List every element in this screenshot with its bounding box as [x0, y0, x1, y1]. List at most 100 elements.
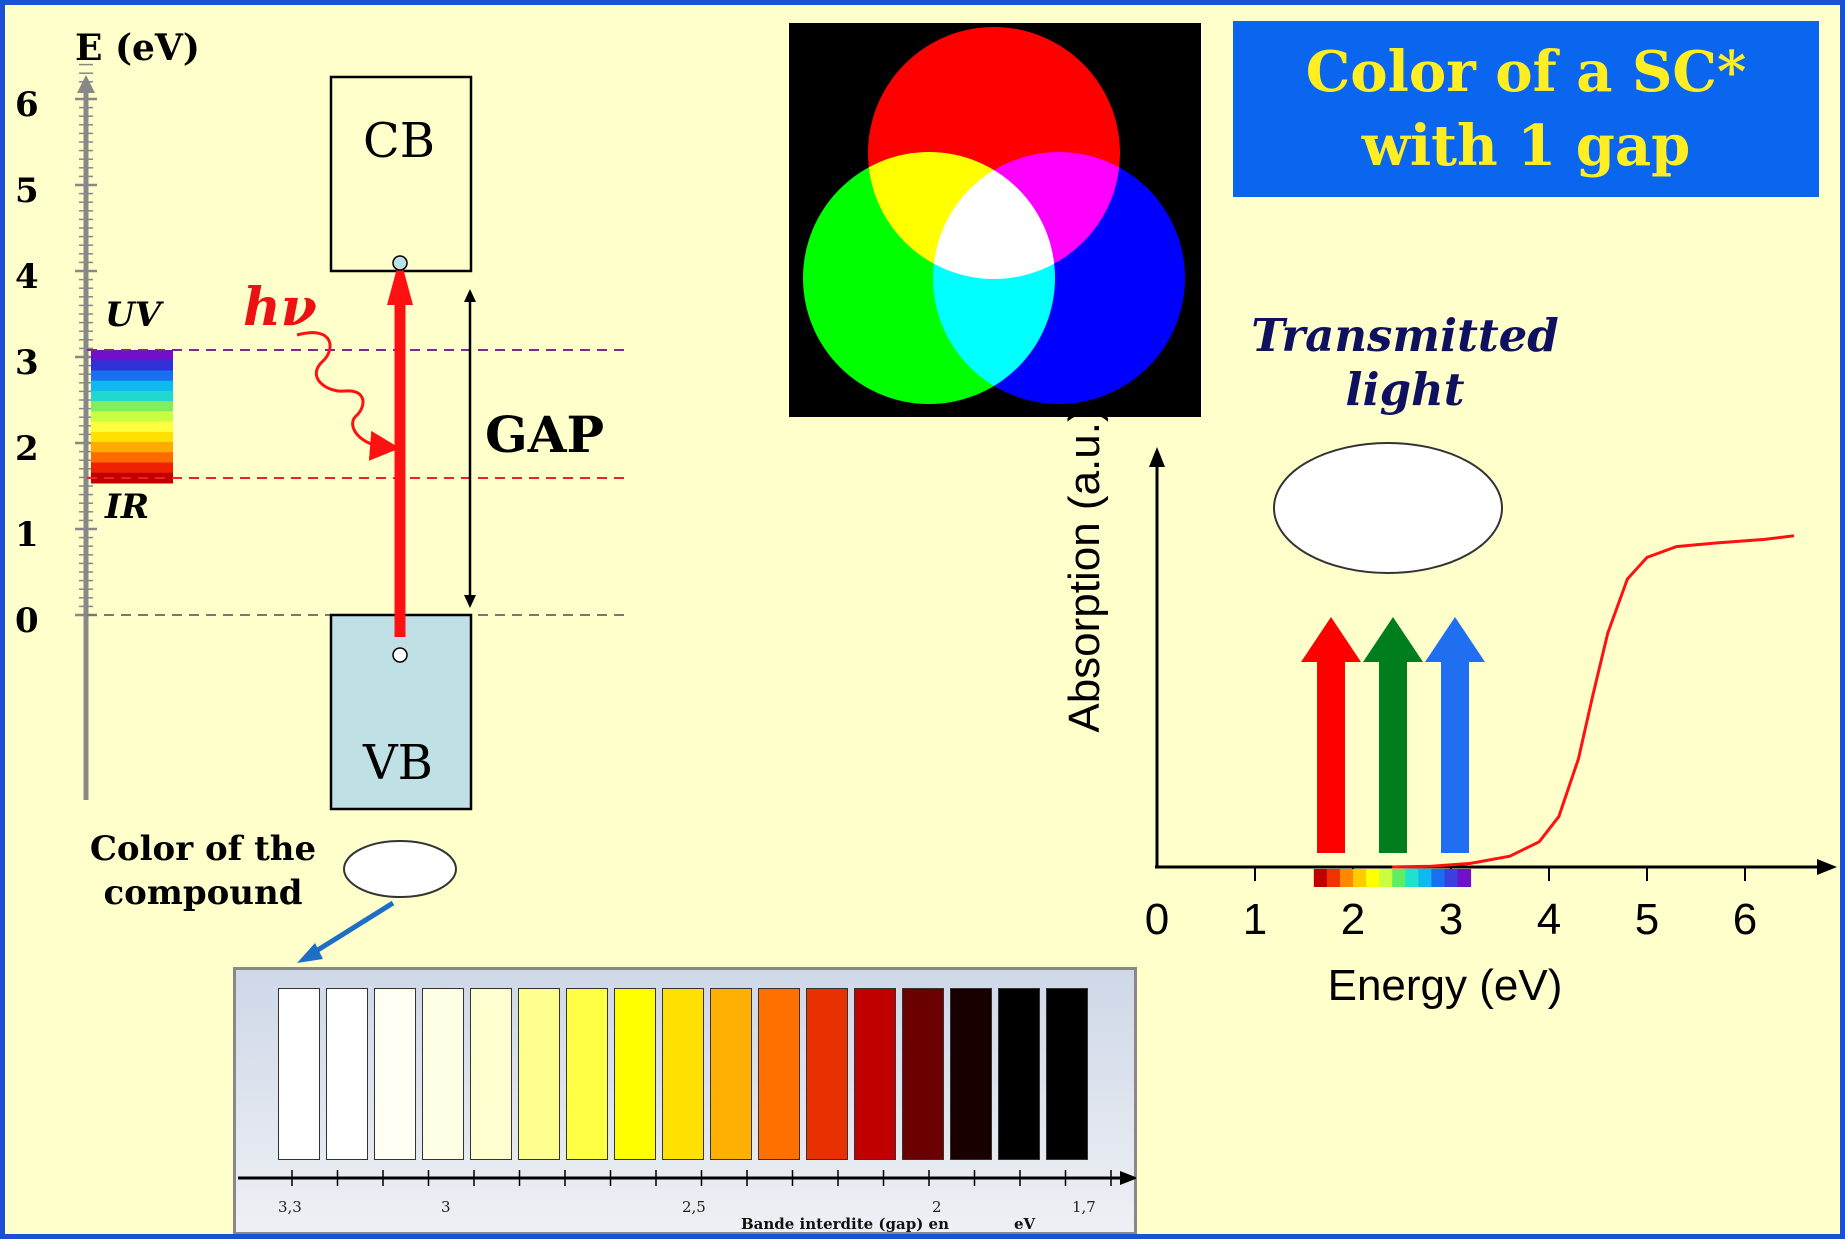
compound-pointer-arrowhead [297, 943, 323, 963]
color-swatch [902, 988, 944, 1160]
color-swatch [326, 988, 368, 1160]
swatch-tick-2: 2 [932, 1198, 942, 1216]
abs-spectrum-cell [1444, 869, 1459, 887]
energy-axis-title: E (eV) [75, 27, 200, 69]
color-swatch [614, 988, 656, 1160]
color-swatch [854, 988, 896, 1160]
ir-label: IR [105, 487, 150, 527]
energy-tick-2: 2 [15, 429, 39, 469]
gap-arrowhead-top [464, 289, 476, 302]
hole-circle [392, 647, 408, 663]
absorption-curve [1392, 534, 1795, 869]
compound-label-line2: compound [103, 873, 303, 913]
color-swatch [806, 988, 848, 1160]
spectrum-stripe [91, 390, 173, 402]
conduction-band-box [329, 75, 473, 273]
swatch-tick-2-5: 2,5 [682, 1198, 706, 1216]
energy-tick-4: 4 [15, 257, 39, 297]
color-swatch [998, 988, 1040, 1160]
slide: E (eV) 6 5 4 3 2 1 0 UV IR CB VB GAP hν … [5, 5, 1840, 1234]
energy-tick-6: 6 [15, 85, 39, 125]
abs-spectrum-cell [1313, 869, 1328, 887]
color-swatch [422, 988, 464, 1160]
compound-color-ellipse [343, 840, 457, 898]
energy-tick-3: 3 [15, 343, 39, 383]
abs-x-arrowhead [1817, 859, 1837, 875]
electron-circle [392, 255, 408, 271]
compound-pointer-line [311, 900, 395, 956]
swatch-caption: Bande interdite (gap) en [741, 1215, 949, 1233]
abs-spectrum-cell [1405, 869, 1419, 887]
abs-spectrum-cell [1431, 869, 1445, 887]
gap-label: GAP [485, 405, 605, 464]
swatch-axis-arrowhead [1120, 1171, 1136, 1185]
vb-label: VB [363, 735, 433, 791]
abs-x-tick-label: 0 [1144, 895, 1170, 944]
abs-spectrum-cell [1353, 869, 1367, 887]
abs-spectrum-cell [1366, 869, 1380, 887]
absorption-x-label: Energy (eV) [1327, 961, 1563, 1010]
blue-transmitted-arrow [1425, 617, 1485, 853]
energy-tick-0: 0 [15, 601, 39, 641]
energy-tick-5: 5 [15, 171, 39, 211]
red-transmitted-arrow [1301, 617, 1361, 853]
spectrum-stripe [91, 431, 173, 443]
visible-spectrum-stripes [91, 350, 173, 484]
spectrum-stripe [91, 360, 173, 371]
abs-spectrum-cell [1457, 869, 1472, 887]
swatch-tick-3: 3 [441, 1198, 451, 1216]
spectrum-stripe [91, 452, 173, 464]
transmitted-line1: Transmitted [1251, 309, 1559, 362]
energy-axis-arrowhead [77, 75, 95, 93]
abs-spectrum-cell [1392, 869, 1406, 887]
color-swatch [662, 988, 704, 1160]
swatch-axis-ticks [291, 1170, 1112, 1186]
slide-title-box: Color of a SC* with 1 gap [1233, 21, 1819, 197]
green-transmitted-arrow [1363, 617, 1423, 853]
compound-color-label: Color of the compound [83, 827, 323, 915]
abs-x-tick-label: 4 [1536, 895, 1562, 944]
spectrum-stripe [91, 350, 173, 361]
color-swatch [374, 988, 416, 1160]
abs-x-tick-label: 3 [1438, 895, 1464, 944]
abs-spectrum-strip [1313, 869, 1472, 887]
transmitted-light-label: Transmitted light [1245, 309, 1565, 417]
spectrum-stripe [91, 401, 173, 412]
rgb-circles-svg [803, 27, 1185, 404]
abs-spectrum-cell [1339, 869, 1354, 887]
energy-tick-1: 1 [15, 515, 39, 555]
absorption-y-label: Absorption (a.u.) [1060, 407, 1109, 733]
color-swatch [950, 988, 992, 1160]
excitation-arrowhead [387, 257, 413, 305]
spectrum-stripe [91, 421, 173, 433]
color-swatch [518, 988, 560, 1160]
spectrum-stripe [91, 411, 173, 423]
title-line-2: with 1 gap [1361, 113, 1691, 179]
title-line-1: Color of a SC* [1305, 39, 1747, 105]
transmitted-line2: light [1345, 363, 1465, 416]
photon-label: hν [243, 277, 317, 338]
color-swatch [1046, 988, 1088, 1160]
spectrum-stripe [91, 472, 173, 484]
abs-x-tick-label: 5 [1634, 895, 1660, 944]
swatch-caption-unit: eV [1014, 1215, 1036, 1233]
abs-spectrum-cell [1326, 869, 1341, 887]
swatch-tick-3-3: 3,3 [278, 1198, 302, 1216]
band-diagram-svg [75, 63, 1837, 963]
uv-label: UV [105, 295, 162, 335]
gap-arrowhead-bottom [464, 595, 476, 608]
spectrum-stripe [91, 380, 173, 392]
photon-wave [296, 331, 400, 461]
color-swatch [470, 988, 512, 1160]
abs-spectrum-cell [1418, 869, 1432, 887]
abs-x-tick-label: 6 [1732, 895, 1758, 944]
transmitted-color-ellipse [1273, 442, 1503, 574]
abs-x-tick-label: 2 [1340, 895, 1366, 944]
color-swatch [566, 988, 608, 1160]
blue-circle [933, 152, 1185, 404]
abs-spectrum-cell [1379, 869, 1393, 887]
color-swatch [710, 988, 752, 1160]
gap-color-swatch-panel: 3,3 3 2,5 2 1,7 Bande interdite (gap) en… [233, 967, 1137, 1234]
rgb-additive-panel [789, 23, 1201, 417]
color-swatch [758, 988, 800, 1160]
